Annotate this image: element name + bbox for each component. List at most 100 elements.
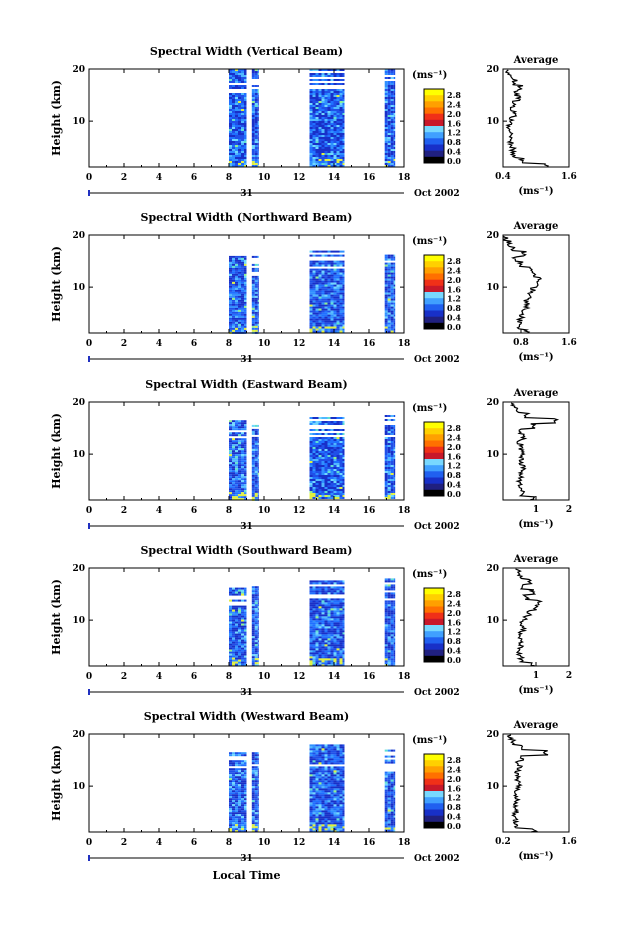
heatmap-cell [241, 456, 244, 458]
heatmap-cell [340, 624, 343, 626]
heatmap-cell [325, 592, 328, 594]
heatmap-cell [334, 421, 337, 423]
heatmap-cell [343, 417, 345, 419]
heatmap-cell [328, 479, 331, 481]
heatmap-cell [394, 139, 396, 141]
heatmap-cell [319, 131, 322, 133]
heatmap-cell [328, 497, 331, 499]
heatmap-cell [313, 656, 316, 658]
heatmap-cell [252, 495, 255, 497]
heatmap-cell [331, 618, 334, 620]
heatmap-cell [331, 610, 334, 612]
heatmap-cell [241, 814, 244, 816]
heatmap-cell [322, 125, 325, 127]
heatmap-cell [337, 620, 340, 622]
heatmap-cell [325, 151, 328, 153]
heatmap-cell [232, 294, 235, 296]
heatmap-cell [229, 622, 232, 624]
heatmap-cell [238, 103, 241, 105]
heatmap-cell [235, 139, 238, 141]
heatmap-cell [255, 467, 258, 469]
heatmap-cell [241, 774, 244, 776]
heatmap-cell [343, 612, 345, 614]
heatmap-cell [229, 462, 232, 464]
heatmap-cell [310, 762, 313, 764]
heatmap-cell [316, 598, 319, 600]
heatmap-cell [340, 105, 343, 107]
heatmap-cell [391, 636, 394, 638]
heatmap-cell [334, 602, 337, 604]
colorbar-segment [424, 434, 444, 441]
heatmap-cell [334, 321, 337, 323]
heatmap-cell [244, 472, 247, 474]
heatmap-cell [331, 616, 334, 618]
heatmap-cell [238, 97, 241, 99]
heatmap-cell [313, 303, 316, 305]
heatmap-cell [334, 155, 337, 157]
colorbar-segment [424, 108, 444, 115]
heatmap-cell [313, 93, 316, 95]
heatmap-cell [388, 259, 391, 261]
heatmap-cell [252, 157, 255, 159]
heatmap-cell [258, 123, 259, 125]
heatmap-cell [322, 788, 325, 790]
heatmap-cell [319, 646, 322, 648]
heatmap-cell [252, 804, 255, 806]
heatmap-cell [325, 295, 328, 297]
heatmap-cell [343, 449, 345, 451]
heatmap-cell [255, 646, 258, 648]
heatmap-cell [343, 293, 345, 295]
heatmap-cell [244, 590, 247, 592]
heatmap-cell [310, 455, 313, 457]
heatmap-cell [258, 768, 259, 770]
heatmap-cell [252, 298, 255, 300]
heatmap-cell [310, 746, 313, 748]
heatmap-cell [319, 157, 322, 159]
heatmap-cell [325, 648, 328, 650]
heatmap-cell [310, 451, 313, 453]
heatmap-cell [385, 289, 388, 291]
heatmap-cell [331, 782, 334, 784]
heatmap-cell [334, 750, 337, 752]
heatmap-cell [238, 298, 241, 300]
heatmap-cell [388, 141, 391, 143]
heatmap-cell [229, 480, 232, 482]
heatmap-cell [313, 483, 316, 485]
heatmap-cell [310, 283, 313, 285]
heatmap-cell [322, 465, 325, 467]
heatmap-cell [313, 632, 316, 634]
heatmap-cell [385, 620, 388, 622]
heatmap-cell [319, 750, 322, 752]
heatmap-cell [385, 433, 388, 435]
heatmap-cell [255, 101, 258, 103]
heatmap-cell [316, 770, 319, 772]
heatmap-cell [258, 425, 259, 427]
heatmap-cell [385, 119, 388, 121]
heatmap-cell [325, 91, 328, 93]
heatmap-cell [232, 490, 235, 492]
heatmap-cell [325, 473, 328, 475]
heatmap-cell [337, 479, 340, 481]
heatmap-cell [232, 784, 235, 786]
heatmap-cell [331, 770, 334, 772]
heatmap-cell [258, 650, 259, 652]
heatmap-cell [385, 149, 388, 151]
heatmap-cell [325, 121, 328, 123]
heatmap-cell [258, 487, 259, 489]
heatmap-cell [340, 281, 343, 283]
heatmap-cell [241, 422, 244, 424]
heatmap-cell [258, 594, 259, 596]
heatmap-cell [322, 105, 325, 107]
heatmap-cell [391, 269, 394, 271]
heatmap-cell [235, 826, 238, 828]
heatmap-cell [391, 123, 394, 125]
heatmap-cell [394, 71, 396, 73]
heatmap-cell [391, 303, 394, 305]
heatmap-cell [328, 109, 331, 111]
heatmap-cell [340, 103, 343, 105]
heatmap-cell [310, 321, 313, 323]
heatmap-cell [343, 443, 345, 445]
heatmap-cell [316, 646, 319, 648]
heatmap-cell [334, 311, 337, 313]
heatmap-cell [252, 660, 255, 662]
